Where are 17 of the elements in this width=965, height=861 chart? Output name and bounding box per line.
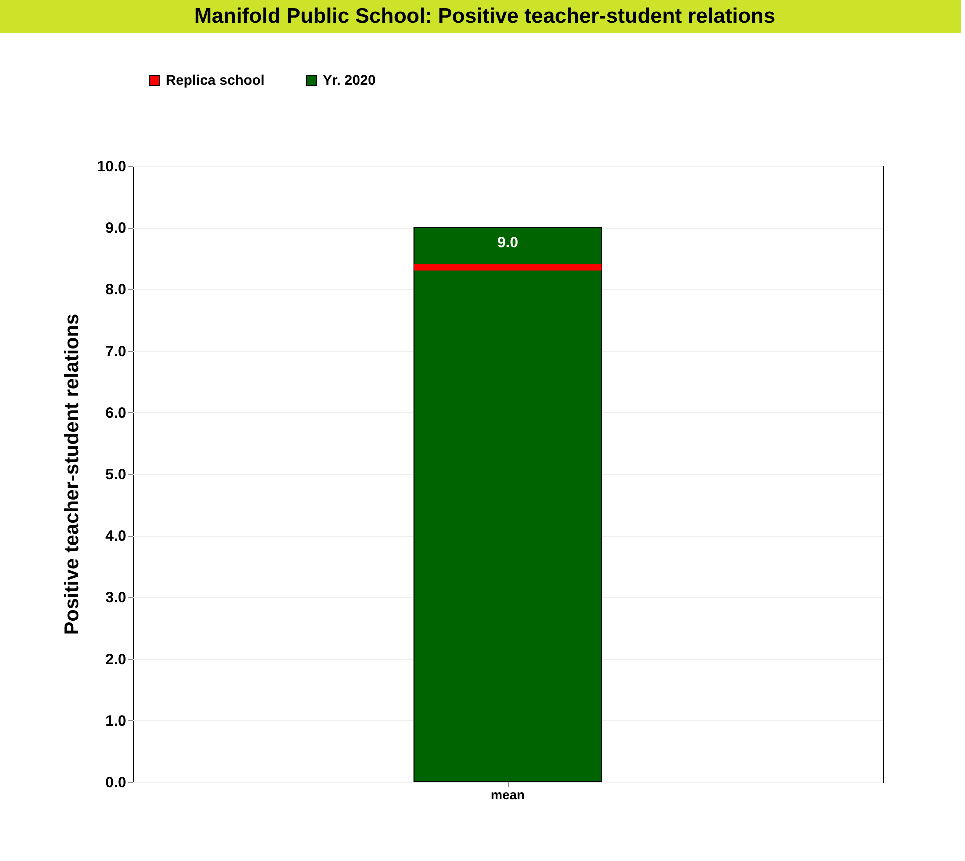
- legend-label: Replica school: [166, 72, 265, 88]
- legend-label: Yr. 2020: [323, 72, 376, 88]
- chart-title: Manifold Public School: Positive teacher-student relations: [194, 5, 776, 28]
- data-label: 9.0: [498, 234, 518, 252]
- y-tick-label: 10.0: [97, 158, 126, 176]
- y-tick-label: 6.0: [106, 404, 126, 422]
- y-tick-label: 3.0: [106, 590, 126, 607]
- y-tick-label: 0.0: [106, 774, 126, 792]
- y-tick-label: 8.0: [106, 282, 126, 299]
- y-tick-label: 7.0: [106, 343, 126, 360]
- y-tick-label: 2.0: [106, 651, 126, 668]
- y-axis-title: Positive teacher-student relations: [61, 314, 84, 636]
- y-tick-label: 9.0: [106, 220, 126, 238]
- x-tick-label: mean: [491, 788, 526, 802]
- y-tick-label: 1.0: [106, 712, 126, 730]
- y-tick-label: 4.0: [106, 528, 126, 546]
- y-tick-label: 5.0: [106, 466, 126, 484]
